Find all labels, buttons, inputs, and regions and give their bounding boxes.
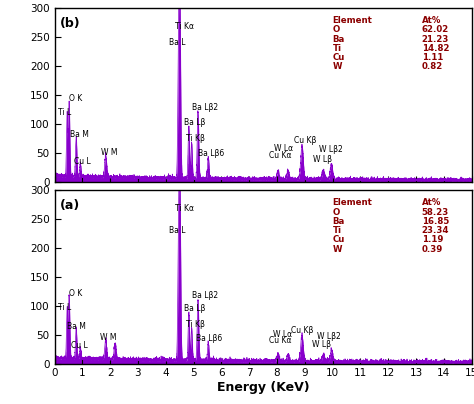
Text: (a): (a) (60, 199, 80, 212)
Text: 23.34: 23.34 (421, 226, 449, 235)
Text: O K: O K (69, 95, 82, 103)
Text: W Lβ: W Lβ (313, 155, 332, 164)
Text: Ti Kα: Ti Kα (175, 22, 194, 31)
Text: W Lβ2: W Lβ2 (319, 145, 342, 154)
Text: Ba L: Ba L (169, 226, 185, 235)
Text: Ti Kβ: Ti Kβ (186, 320, 205, 329)
Text: Cu Kα: Cu Kα (269, 336, 291, 345)
Text: Cu: Cu (333, 235, 345, 244)
Text: Cu: Cu (333, 53, 345, 62)
Text: Ba Lβ: Ba Lβ (184, 118, 205, 126)
Text: Ba Lβ6: Ba Lβ6 (198, 149, 224, 158)
Text: (b): (b) (60, 17, 80, 30)
Text: W Lβ2: W Lβ2 (317, 332, 341, 341)
Text: 1.19: 1.19 (421, 235, 443, 244)
Text: O K: O K (69, 289, 82, 298)
Text: Ti L: Ti L (58, 303, 71, 312)
Text: 1.11: 1.11 (421, 53, 443, 62)
Text: 0.82: 0.82 (421, 63, 443, 72)
Text: Ba: Ba (333, 217, 345, 226)
Text: 14.82: 14.82 (421, 44, 449, 53)
Text: Cu Kβ: Cu Kβ (294, 136, 316, 145)
Text: W: W (333, 244, 342, 254)
Text: Cu L: Cu L (73, 157, 91, 166)
Text: W Lα: W Lα (274, 143, 293, 153)
Text: Ti: Ti (333, 226, 342, 235)
Text: Ba Lβ6: Ba Lβ6 (196, 335, 223, 343)
Text: Ba Lβ2: Ba Lβ2 (192, 291, 219, 300)
Text: 0.39: 0.39 (421, 244, 443, 254)
Text: Cu L: Cu L (71, 341, 88, 350)
X-axis label: Energy (KeV): Energy (KeV) (217, 381, 310, 394)
Text: W Lβ: W Lβ (312, 340, 331, 349)
Text: Ba Lβ: Ba Lβ (184, 304, 205, 314)
Text: Ba L: Ba L (169, 38, 185, 47)
Text: Cu Kβ: Cu Kβ (291, 326, 313, 335)
Text: Ba M: Ba M (70, 130, 89, 139)
Text: Ba Lβ2: Ba Lβ2 (192, 103, 219, 112)
Text: Ti Kβ: Ti Kβ (186, 134, 205, 143)
Text: Ba M: Ba M (67, 322, 86, 330)
Text: Element: Element (333, 16, 373, 25)
Text: At%: At% (421, 198, 441, 207)
Text: W M: W M (101, 147, 118, 157)
Text: W Lα: W Lα (273, 330, 292, 339)
Text: Element: Element (333, 198, 373, 207)
Text: 58.23: 58.23 (421, 208, 449, 217)
Text: 21.23: 21.23 (421, 35, 449, 44)
Text: 16.85: 16.85 (421, 217, 449, 226)
Text: O: O (333, 208, 340, 217)
Text: O: O (333, 25, 340, 34)
Text: 62.02: 62.02 (421, 25, 449, 34)
Text: Ba: Ba (333, 35, 345, 44)
Text: W: W (333, 63, 342, 72)
Text: Ti L: Ti L (58, 108, 71, 117)
Text: At%: At% (421, 16, 441, 25)
Text: Ti: Ti (333, 44, 342, 53)
Text: W M: W M (100, 333, 117, 342)
Text: Ti Kα: Ti Kα (175, 204, 194, 213)
Text: Cu Kα: Cu Kα (269, 151, 291, 160)
